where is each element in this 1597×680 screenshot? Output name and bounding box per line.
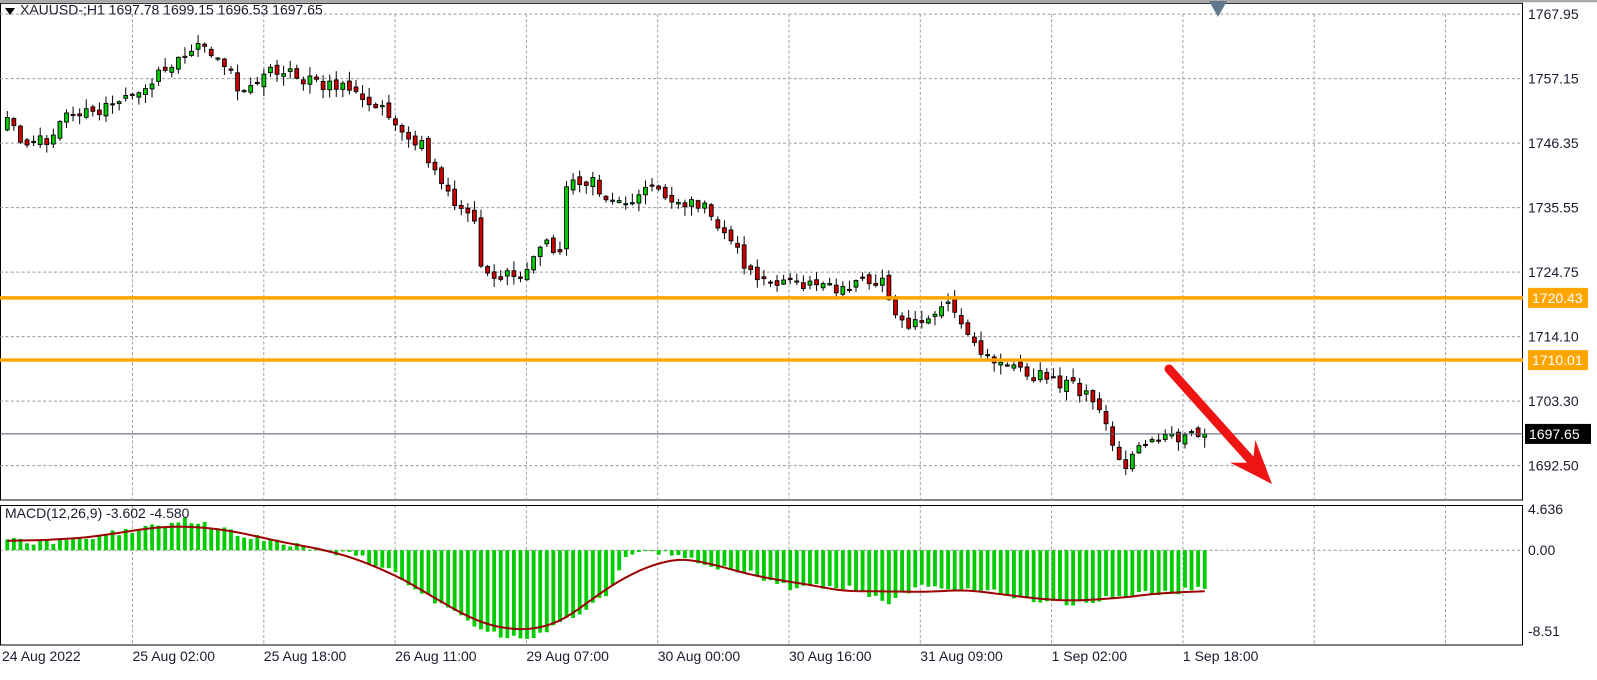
svg-text:1710.01: 1710.01 bbox=[1532, 352, 1583, 368]
svg-text:1724.75: 1724.75 bbox=[1528, 264, 1579, 280]
svg-text:1746.35: 1746.35 bbox=[1528, 135, 1579, 151]
svg-text:1692.50: 1692.50 bbox=[1528, 458, 1579, 474]
svg-text:26 Aug 11:00: 26 Aug 11:00 bbox=[395, 648, 477, 664]
svg-text:4.636: 4.636 bbox=[1528, 501, 1563, 517]
svg-text:24 Aug 2022: 24 Aug 2022 bbox=[2, 648, 81, 664]
svg-text:1714.10: 1714.10 bbox=[1528, 329, 1579, 345]
svg-text:0.00: 0.00 bbox=[1528, 542, 1555, 558]
svg-text:1735.55: 1735.55 bbox=[1528, 200, 1579, 216]
svg-text:MACD(12,26,9) -3.602 -4.580: MACD(12,26,9) -3.602 -4.580 bbox=[5, 505, 190, 521]
svg-text:1703.30: 1703.30 bbox=[1528, 393, 1579, 409]
svg-text:1720.43: 1720.43 bbox=[1532, 290, 1583, 306]
svg-text:-8.51: -8.51 bbox=[1528, 623, 1560, 639]
svg-text:1767.95: 1767.95 bbox=[1528, 6, 1579, 22]
svg-text:31 Aug 09:00: 31 Aug 09:00 bbox=[920, 648, 1003, 664]
svg-text:1697.65: 1697.65 bbox=[1529, 426, 1580, 442]
svg-text:1 Sep 18:00: 1 Sep 18:00 bbox=[1183, 648, 1259, 664]
svg-text:30 Aug 16:00: 30 Aug 16:00 bbox=[789, 648, 872, 664]
svg-text:25 Aug 18:00: 25 Aug 18:00 bbox=[264, 648, 347, 664]
svg-text:1757.15: 1757.15 bbox=[1528, 71, 1579, 87]
svg-text:XAUUSD-;H1 1697.78 1699.15 16: XAUUSD-;H1 1697.78 1699.15 1696.53 1697.… bbox=[20, 2, 323, 18]
svg-text:1 Sep 02:00: 1 Sep 02:00 bbox=[1052, 648, 1128, 664]
svg-text:30 Aug 00:00: 30 Aug 00:00 bbox=[658, 648, 741, 664]
svg-text:29 Aug 07:00: 29 Aug 07:00 bbox=[526, 648, 609, 664]
svg-text:25 Aug 02:00: 25 Aug 02:00 bbox=[133, 648, 216, 664]
